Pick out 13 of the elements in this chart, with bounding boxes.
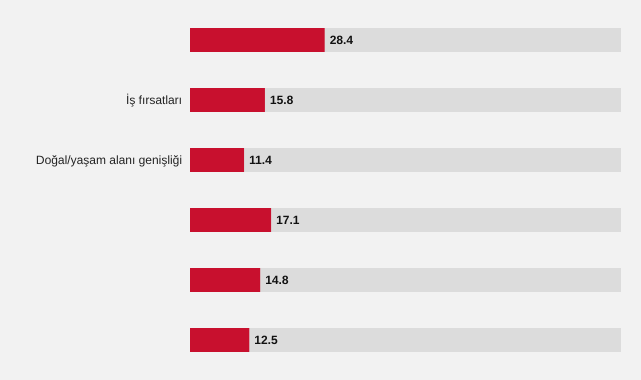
data-label: 12.5	[254, 333, 278, 347]
bar	[190, 148, 244, 172]
data-label: 14.8	[265, 273, 289, 287]
data-label: 11.4	[249, 153, 272, 167]
y-tick-label: İş fırsatları	[126, 93, 182, 107]
data-label: 17.1	[276, 213, 300, 227]
bar	[190, 88, 265, 112]
data-label: 15.8	[270, 93, 294, 107]
y-tick-label: Doğal/yaşam alanı genişliği	[36, 153, 182, 167]
bar	[190, 268, 260, 292]
bar	[190, 208, 272, 232]
data-label: 28.4	[330, 33, 354, 47]
bar	[190, 328, 250, 352]
